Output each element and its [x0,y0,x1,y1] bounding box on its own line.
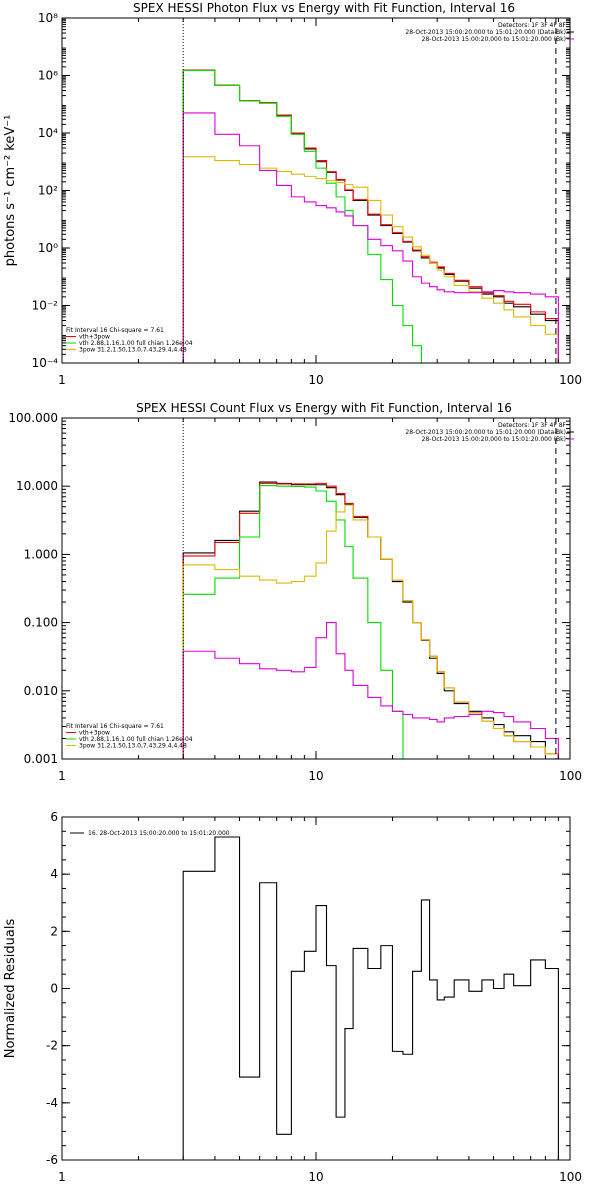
info-line: 28-Oct-2013 15:00:20.000 to 15:01:20.000… [422,436,566,443]
chart-panel-3: 1 10 100 -6 -4 -2 0 2 4 6 Normalized Residuals 16. … [3,810,582,1184]
series-line-2 [182,69,559,363]
y-tick-label: -2 [46,1039,58,1053]
y-axis-label: Normalized Residuals [3,919,18,1059]
y-tick-label: 0.010 [24,684,58,698]
legend-entry: vth+3pow [79,334,110,341]
y-tick-label: 0.001 [24,752,58,766]
series-line-0 [182,836,559,1160]
y-tick-label: 0 [50,982,58,996]
y-tick-label: 10⁻⁴ [32,356,59,370]
legend-entry: vth+3pow [79,730,110,737]
chart-title: SPEX HESSI Photon Flux vs Energy with Fi… [133,1,515,15]
legend-entry: 3pow 31.2,1.50,13.0,7.43,29.4,4.48 [79,743,187,750]
y-tick-label: 10⁸ [38,11,58,25]
legend-entry: Fit Interval 16 Chi-square = 7.61 [66,327,164,334]
legend-entry: vth 2.88,1.16,1.00 full chian 1.26e-04 [79,340,193,347]
y-tick-label: 2 [50,924,58,938]
x-tick-label: 10 [308,769,323,783]
chart-title: SPEX HESSI Count Flux vs Energy with Fit… [136,401,512,415]
info-line: 28-Oct-2013 15:00:20.000 to 15:01:20.000… [422,36,566,43]
legend-entry: vth 2.88,1.16,1.00 full chian 1.26e-04 [79,736,193,743]
legend-entry: 16. 28-Oct-2013 15:00:20.000 to 15:01:20… [88,830,230,837]
series-line-0 [182,69,559,363]
series-line-1 [182,69,559,363]
legend-entry: 3pow 31.2,1.50,13.0,7.43,29.4,4.48 [79,347,187,354]
y-tick-label: 4 [50,867,58,881]
info-line: Detectors: 1F 3F 4F 8F [498,22,567,29]
info-line: 28-Oct-2013 15:00:20.000 to 15:01:20.000… [405,29,566,36]
y-tick-label: 10⁻² [32,299,59,313]
series-line-1 [182,482,559,759]
y-tick-label: -4 [46,1096,58,1110]
y-tick-label: 1.000 [24,547,58,561]
x-tick-label: 10 [308,1170,323,1184]
series-line-3 [182,156,559,363]
info-line: Detectors: 1F 3F 4F 8F [498,422,567,429]
x-tick-label: 100 [559,1170,582,1184]
plot-frame [61,17,571,364]
legend-entry: Fit Interval 16 Chi-square = 7.61 [66,723,164,730]
y-tick-label: 10⁶ [38,69,58,83]
series-line-2 [182,485,559,759]
y-tick-label: 0.100 [24,616,58,630]
series-line-3 [182,504,559,759]
y-tick-label: 100.000 [8,411,58,425]
info-line: 28-Oct-2013 15:00:20.000 to 15:01:20.000… [405,429,566,436]
y-tick-label: 10.000 [16,479,58,493]
x-tick-label: 1 [58,769,66,783]
y-tick-label: -6 [46,1153,58,1167]
y-tick-label: 10² [38,184,58,198]
x-tick-label: 1 [58,373,66,387]
x-tick-label: 10 [308,373,323,387]
y-tick-label: 10⁰ [38,241,58,255]
y-tick-label: 6 [50,810,58,824]
series-line-4 [182,622,559,759]
chart-panel-1: 1 10 100 10⁻⁴ 10⁻² 10⁰ 10² 10⁴ 10⁶ 10⁸ SPEX HESSI … [3,1,582,387]
plot-frame [61,417,571,760]
x-tick-label: 1 [58,1170,66,1184]
chart-panel-2: 1 10 100 0.001 0.010 0.100 1.000 10.000 100.000 S… [8,401,582,783]
x-tick-label: 100 [559,769,582,783]
series-line-4 [182,112,559,363]
y-tick-label: 10⁴ [38,126,58,140]
y-axis-label: photons s⁻¹ cm⁻² keV⁻¹ [3,115,18,267]
x-tick-label: 100 [559,373,582,387]
